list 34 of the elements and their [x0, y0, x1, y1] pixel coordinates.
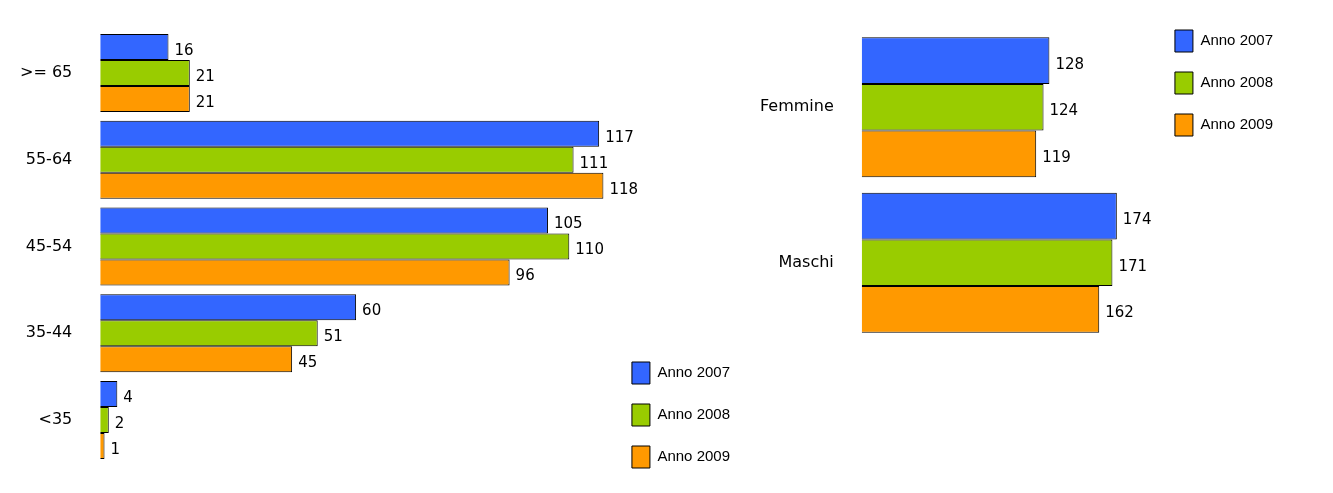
data-label: 118 [609, 179, 639, 198]
data-label: 119 [1042, 147, 1071, 166]
legend-label: Anno 2007 [657, 363, 731, 381]
y-tick-label: Maschi [778, 251, 834, 271]
legend-label: Anno 2007 [1200, 31, 1274, 49]
data-label: 60 [362, 301, 382, 320]
data-label: 111 [579, 153, 609, 172]
legend-label: Anno 2008 [657, 405, 731, 423]
data-label: 105 [553, 214, 583, 233]
data-label: 162 [1105, 303, 1134, 322]
y-tick-label: Femmine [759, 96, 834, 116]
data-label: 110 [575, 240, 604, 259]
legend-label: Anno 2009 [1200, 115, 1274, 133]
data-label: 16 [174, 40, 194, 59]
data-label: 45 [298, 353, 318, 372]
data-label: 21 [195, 92, 215, 111]
y-tick-label: 55-64 [25, 148, 73, 168]
data-label: 171 [1118, 256, 1148, 275]
legend-label: Anno 2009 [657, 447, 731, 465]
y-tick-label: 45-54 [25, 235, 73, 255]
data-label: 96 [515, 266, 535, 285]
data-label: 51 [323, 327, 343, 346]
data-label: 4 [123, 387, 133, 406]
legend-label: Anno 2008 [1200, 73, 1274, 91]
data-label: 128 [1055, 54, 1085, 73]
data-label: 2 [114, 413, 125, 432]
data-label: 21 [195, 66, 215, 85]
data-label: 124 [1049, 101, 1079, 120]
y-tick-label: 35-44 [25, 322, 73, 342]
data-label: 1 [110, 439, 121, 458]
y-tick-label: >= 65 [19, 62, 73, 82]
data-label: 174 [1122, 209, 1152, 228]
data-label: 117 [605, 127, 634, 146]
y-tick-label: <35 [38, 409, 73, 429]
